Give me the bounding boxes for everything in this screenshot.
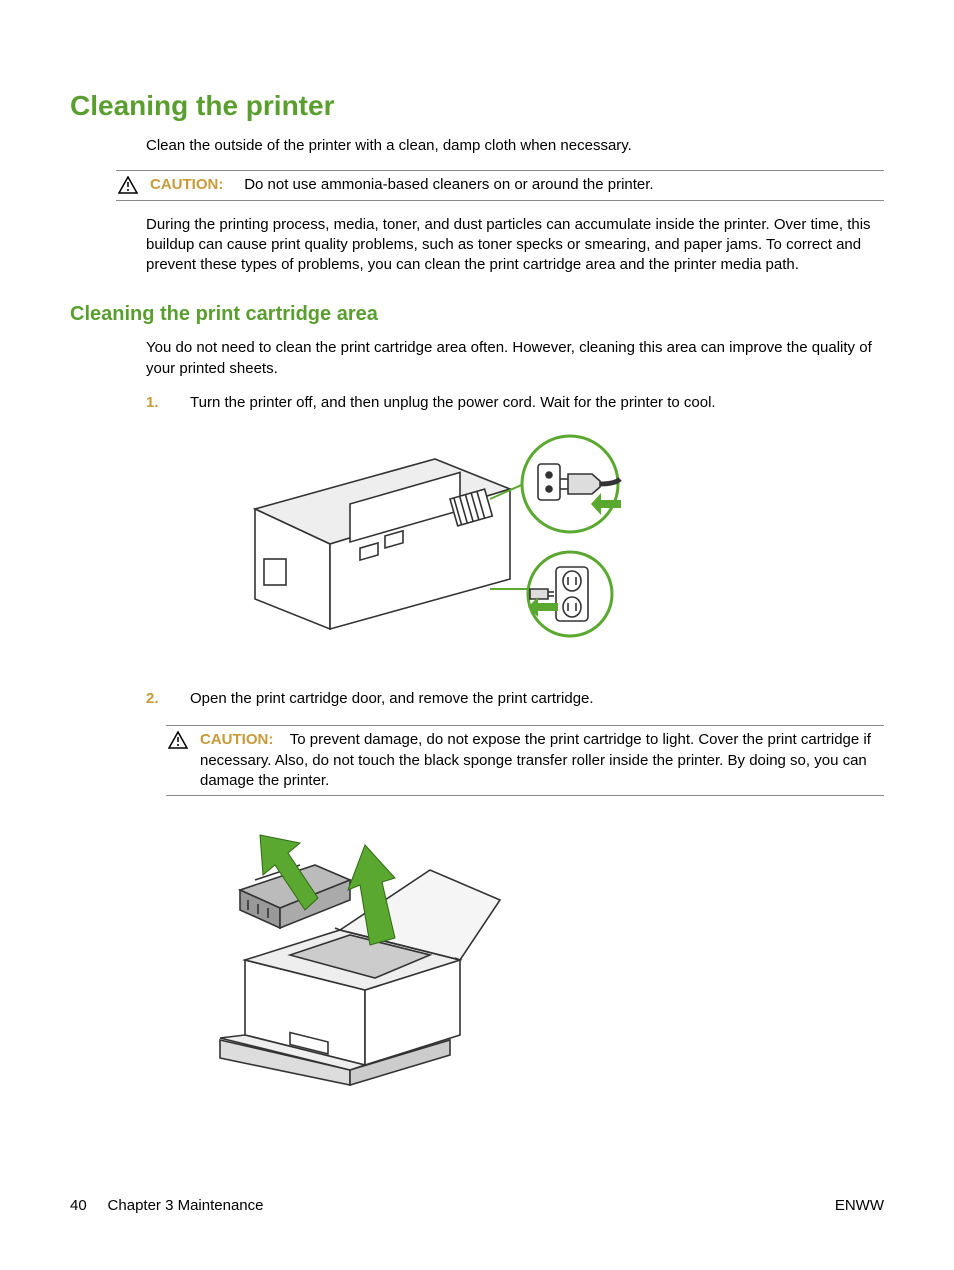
step-item: Turn the printer off, and then unplug th… <box>146 393 884 413</box>
step-text: Turn the printer off, and then unplug th… <box>190 393 716 413</box>
chapter-label: Chapter 3 Maintenance <box>108 1197 264 1214</box>
caution-label: CAUTION: <box>150 176 223 193</box>
intro-paragraph: Clean the outside of the printer with a … <box>146 136 884 156</box>
footer-left: 40 Chapter 3 Maintenance <box>70 1197 263 1214</box>
body-paragraph: During the printing process, media, tone… <box>146 215 884 276</box>
caution-callout: CAUTION: Do not use ammonia-based cleane… <box>116 170 884 200</box>
illustration-remove-cartridge <box>200 810 884 1090</box>
manual-page: Cleaning the printer Clean the outside o… <box>0 0 954 1270</box>
step-list: Open the print cartridge door, and remov… <box>146 689 884 709</box>
caution-text: Do not use ammonia-based cleaners on or … <box>244 176 653 193</box>
caution-text: To prevent damage, do not expose the pri… <box>200 731 871 789</box>
caution-icon <box>116 175 140 194</box>
caution-label: CAUTION: <box>200 731 273 748</box>
section-paragraph: You do not need to clean the print cartr… <box>146 338 884 379</box>
caution-callout: CAUTION: To prevent damage, do not expos… <box>166 725 884 796</box>
step-text: Open the print cartridge door, and remov… <box>190 689 594 709</box>
page-footer: 40 Chapter 3 Maintenance ENWW <box>70 1197 884 1214</box>
caution-icon <box>166 730 190 749</box>
page-title: Cleaning the printer <box>70 90 884 122</box>
step-list: Turn the printer off, and then unplug th… <box>146 393 884 413</box>
section-heading: Cleaning the print cartridge area <box>70 303 884 326</box>
illustration-unplug <box>200 429 884 669</box>
caution-content: CAUTION: To prevent damage, do not expos… <box>200 730 884 791</box>
footer-right: ENWW <box>835 1197 884 1214</box>
page-number: 40 <box>70 1197 87 1214</box>
step-item: Open the print cartridge door, and remov… <box>146 689 884 709</box>
caution-content: CAUTION: Do not use ammonia-based cleane… <box>150 175 884 195</box>
